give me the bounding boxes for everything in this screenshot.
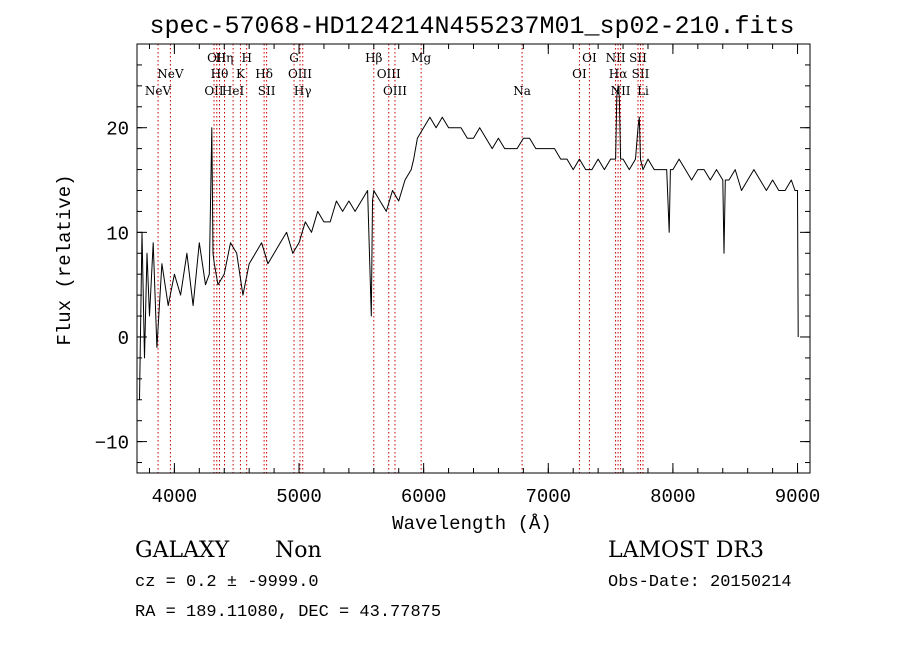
line-markers: NeV NeV OII OII Hθ Hη HeI KH Hδ SII G OIII Hγ Hβ OIII O… [145,44,650,473]
marker-label-3: OII [207,51,227,65]
y-tick-label-0: −10 [95,433,129,455]
redshift-text: cz = 0.2 ± -9999.0 [135,573,319,592]
x-tick-label-0: 4000 [152,486,198,508]
x-tick-label-4: 8000 [650,486,696,508]
y-axis-label: Flux (relative) [54,174,76,345]
marker-label-9: Hδ [255,67,273,81]
x-tick-label-1: 5000 [276,486,322,508]
marker-label-10: SII [258,84,276,98]
marker-label-1: NeV [157,67,184,81]
marker-label-25: SII [632,67,650,81]
object-class: GALAXY [135,538,230,563]
x-tick-label-3: 7000 [525,486,571,508]
marker-label-5: Hη [216,51,234,65]
marker-label-18: Na [513,84,531,98]
y-tick-label-2: 10 [106,223,129,245]
chart-title: spec-57068-HD124214N455237M01_sp02-210.f… [149,12,794,41]
x-axis-label: Wavelength (Å) [392,513,552,535]
coords-text: RA = 189.11080, DEC = 43.77875 [135,603,442,622]
marker-label-11: G [289,51,299,65]
series-line-0 [139,85,799,400]
marker-label-20: OI [582,51,597,65]
object-subclass: Non [275,538,322,563]
marker-label-4: Hθ [211,67,229,81]
marker-label-7: K [236,67,246,81]
series-layer [139,85,799,400]
axis-ticks: 4000 5000 6000 7000 8000 9000 −10 0 10 20 [95,43,821,508]
marker-label-8: H [241,51,251,65]
marker-label-13: Hγ [294,84,312,98]
survey-label: LAMOST DR3 [608,538,764,563]
marker-label-12: OIII [288,67,312,81]
marker-label-17: Mg [411,51,431,65]
marker-label-0: NeV [145,84,172,98]
marker-label-16: OIII [383,84,407,98]
x-tick-label-2: 6000 [401,486,447,508]
x-tick-label-5: 9000 [775,486,821,508]
marker-label-23: NII [611,84,631,98]
marker-label-15: OIII [377,67,401,81]
marker-label-19: OI [572,67,587,81]
marker-label-21: NII [606,51,626,65]
marker-label-22: Hα [609,67,628,81]
marker-label-6: HeI [222,84,245,98]
obs-date-text: Obs-Date: 20150214 [608,573,792,592]
marker-label-2: OII [204,84,224,98]
marker-label-24: SII [629,51,647,65]
marker-label-26: Li [637,84,649,98]
y-tick-label-1: 0 [118,328,129,350]
y-tick-label-3: 20 [106,119,129,141]
marker-label-14: Hβ [365,51,382,65]
